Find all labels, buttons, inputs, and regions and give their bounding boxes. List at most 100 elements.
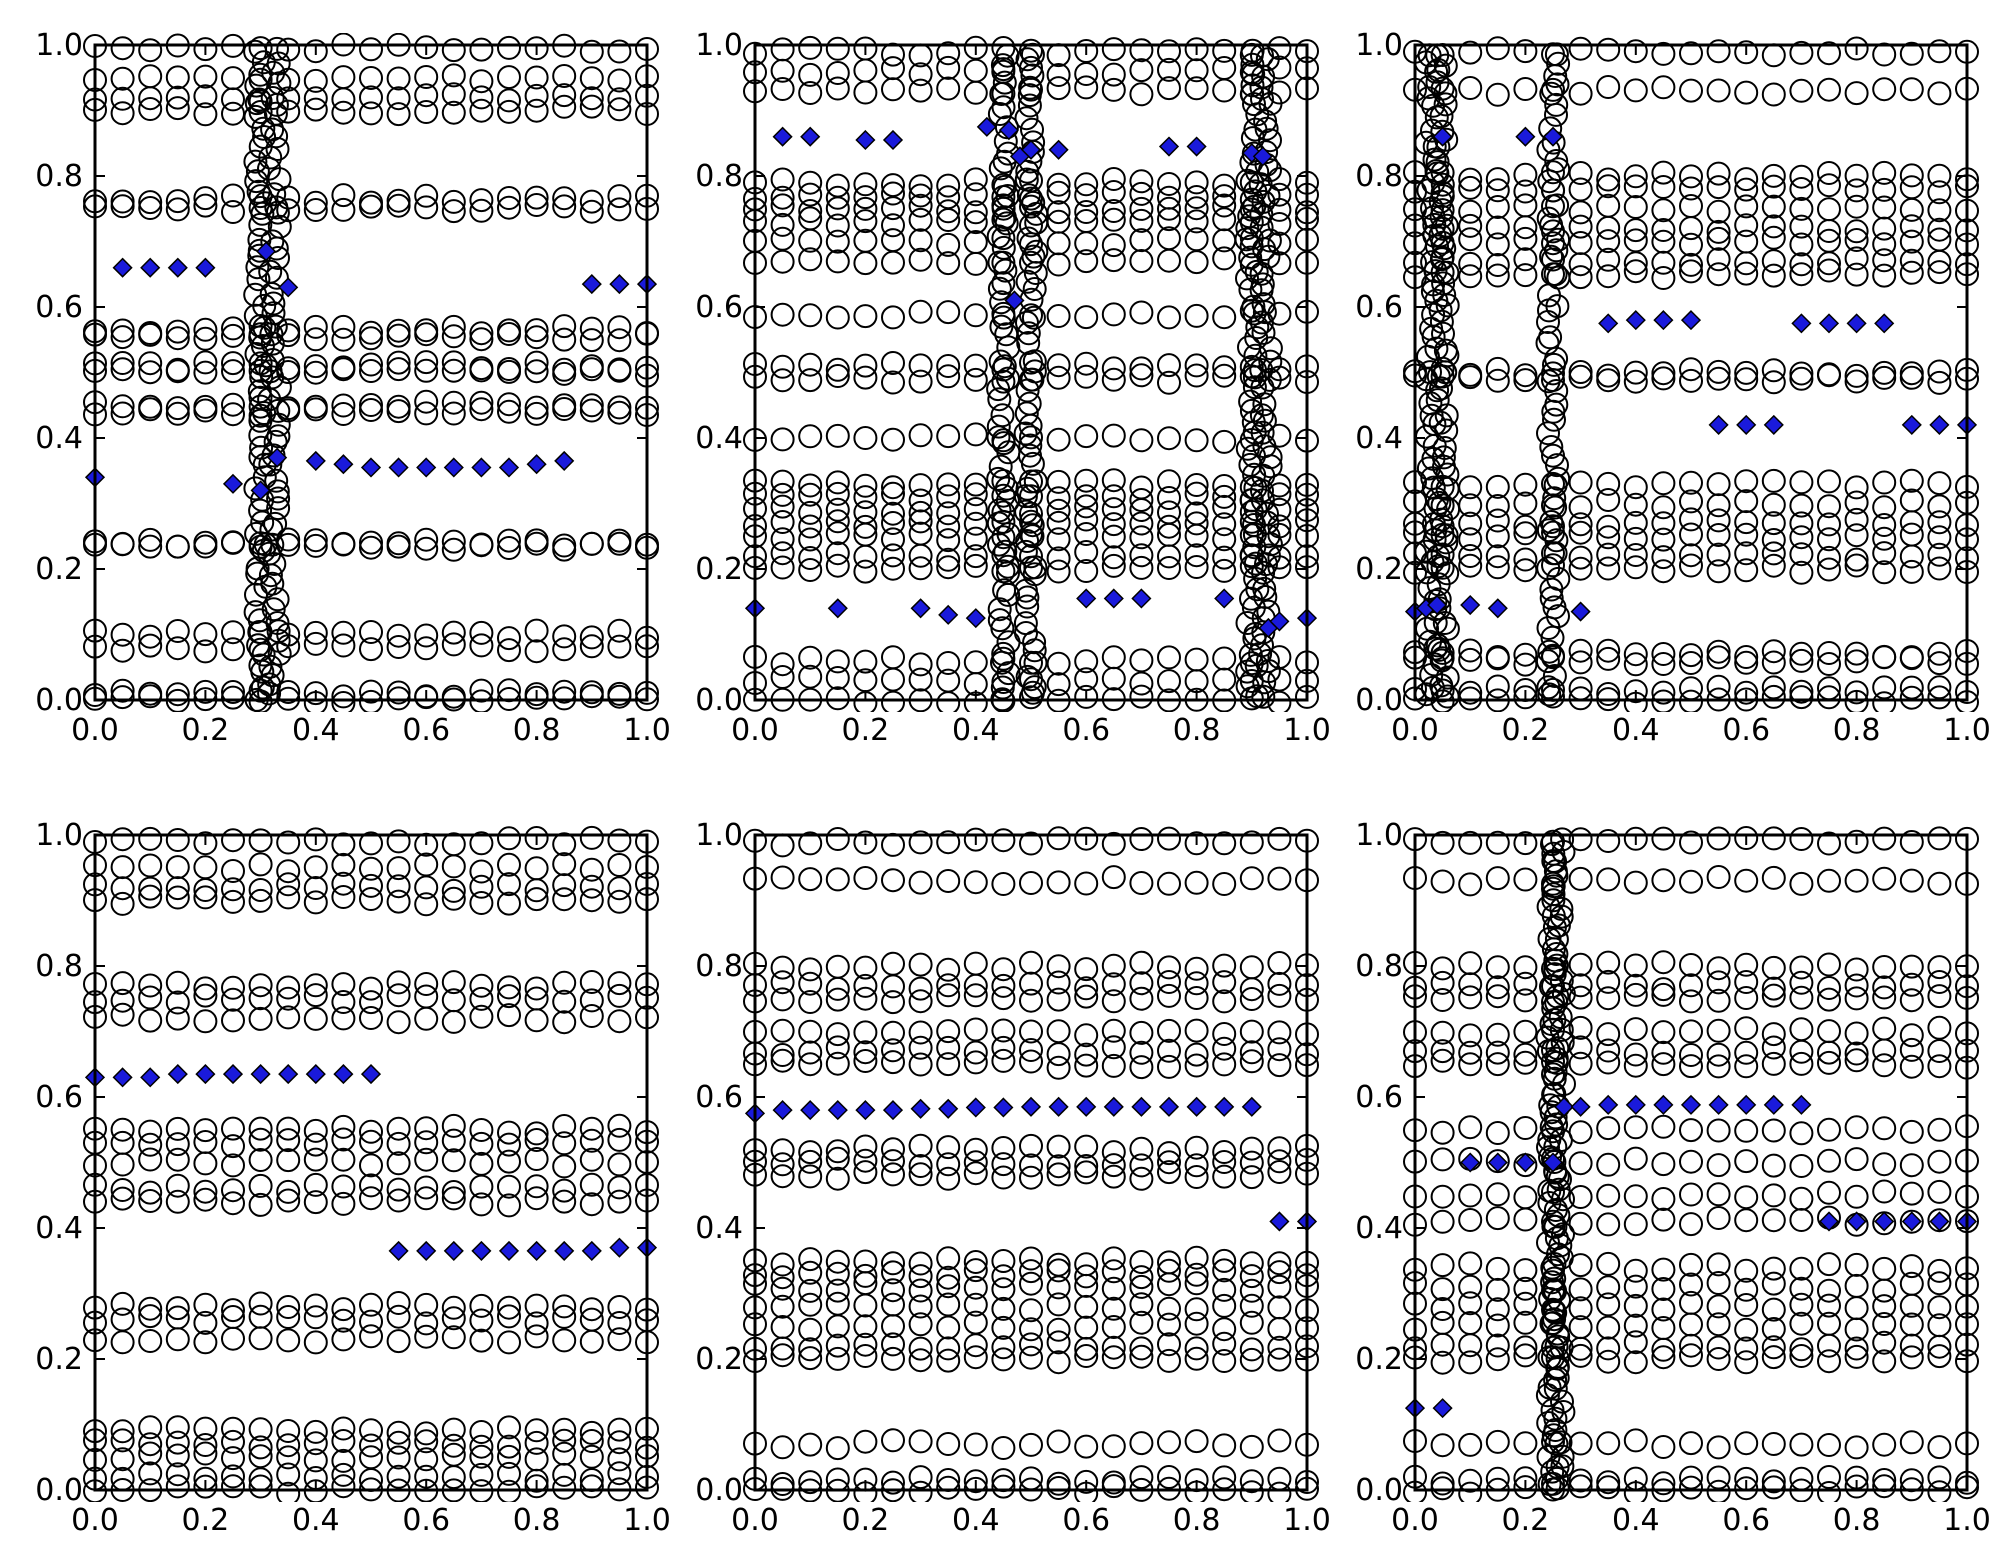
data-point-circle xyxy=(331,1429,356,1453)
data-point-circle xyxy=(1101,1276,1126,1301)
data-point-circle xyxy=(1789,525,1814,550)
data-point-circle xyxy=(579,393,604,418)
data-point-circle xyxy=(259,517,284,542)
data-point-circle xyxy=(1817,41,1841,66)
data-point-circle xyxy=(1212,545,1237,570)
data-point-circle xyxy=(1430,1120,1455,1145)
data-point-circle xyxy=(138,876,163,901)
data-point-circle xyxy=(1679,176,1703,201)
data-point-circle xyxy=(1212,1140,1237,1164)
data-point-circle xyxy=(469,98,494,123)
data-point-circle xyxy=(276,99,301,124)
data-point-circle xyxy=(1019,1153,1043,1178)
data-point-circle xyxy=(497,626,521,651)
data-point-circle xyxy=(1844,523,1869,548)
data-point-circle xyxy=(260,348,285,372)
data-point-circle xyxy=(991,986,1016,1011)
data-point-circle xyxy=(1458,985,1483,1010)
data-point-circle xyxy=(607,1152,632,1177)
data-point-circle xyxy=(331,357,356,382)
data-point-circle xyxy=(414,852,439,877)
data-point-circle xyxy=(221,889,245,914)
data-point-diamond xyxy=(1542,126,1564,147)
data-point-circle xyxy=(936,547,961,572)
data-point-circle xyxy=(1761,675,1786,700)
data-point-circle xyxy=(798,664,823,689)
data-point-circle xyxy=(1253,585,1278,609)
data-point-circle xyxy=(1927,510,1952,535)
data-point-circle xyxy=(963,35,988,60)
x-tick-label: 0.4 xyxy=(1612,1503,1660,1538)
data-point-circle xyxy=(1101,1246,1126,1271)
data-point-circle xyxy=(825,470,850,495)
data-point-circle xyxy=(193,983,218,1008)
data-point-circle xyxy=(1568,495,1593,520)
data-point-circle xyxy=(1267,1466,1292,1491)
data-point-circle xyxy=(1249,403,1274,428)
data-point-circle xyxy=(1706,366,1731,391)
data-point-circle xyxy=(1623,973,1648,998)
data-point-circle xyxy=(110,1186,135,1211)
data-point-circle xyxy=(193,102,218,127)
data-point-circle xyxy=(1545,1036,1570,1061)
data-point-circle xyxy=(1872,675,1897,700)
data-point-circle xyxy=(1015,269,1040,294)
data-point-circle xyxy=(770,354,795,379)
data-point-circle xyxy=(1267,182,1292,207)
plot-area xyxy=(83,33,659,712)
data-point-circle xyxy=(1844,1273,1869,1298)
data-point-circle xyxy=(138,1441,163,1466)
data-point-circle xyxy=(1927,1054,1952,1079)
data-point-circle xyxy=(165,1006,190,1031)
data-point-circle xyxy=(1872,1312,1897,1336)
data-point-circle xyxy=(798,1247,823,1272)
data-point-circle xyxy=(1157,248,1181,273)
data-point-circle xyxy=(1212,355,1237,380)
data-point-circle xyxy=(1568,866,1593,891)
data-point-circle xyxy=(1536,206,1561,231)
data-point-circle xyxy=(1817,258,1841,283)
data-point-circle xyxy=(579,1444,604,1469)
data-point-circle xyxy=(1872,1330,1897,1355)
data-point-circle xyxy=(1184,831,1209,856)
data-point-circle xyxy=(1258,445,1283,470)
data-point-circle xyxy=(988,349,1013,374)
data-point-circle xyxy=(1542,1150,1567,1174)
data-point-circle xyxy=(1431,271,1456,296)
data-point-circle xyxy=(579,398,604,423)
data-point-circle xyxy=(414,1421,439,1446)
data-point-circle xyxy=(1789,1017,1814,1042)
data-point-circle xyxy=(414,83,439,108)
data-point-circle xyxy=(1019,194,1043,219)
data-point-circle xyxy=(1651,652,1676,676)
data-point-circle xyxy=(1927,494,1952,519)
data-point-circle xyxy=(1623,526,1648,551)
data-point-circle xyxy=(1129,249,1154,273)
data-point-circle xyxy=(607,1189,632,1214)
data-point-circle xyxy=(1679,1118,1703,1143)
data-point-circle xyxy=(1545,193,1570,218)
data-point-circle xyxy=(1212,173,1237,198)
data-point-circle xyxy=(1679,1019,1703,1044)
data-point-circle xyxy=(497,392,521,417)
data-point-circle xyxy=(1679,1212,1703,1237)
data-point-circle xyxy=(1212,872,1237,896)
data-point-circle xyxy=(1623,870,1648,895)
data-point-circle xyxy=(110,827,135,852)
data-point-circle xyxy=(1679,259,1703,284)
data-point-circle xyxy=(1679,1312,1703,1337)
data-point-circle xyxy=(1421,475,1446,500)
data-point-circle xyxy=(1485,674,1510,699)
data-point-circle xyxy=(441,970,466,995)
data-point-circle xyxy=(798,170,823,195)
data-point-circle xyxy=(825,954,850,979)
data-point-circle xyxy=(1817,494,1841,519)
data-point-circle xyxy=(1789,827,1814,851)
data-point-circle xyxy=(1513,652,1538,677)
data-point-circle xyxy=(1844,1184,1869,1209)
data-point-circle xyxy=(303,1305,328,1330)
data-point-circle xyxy=(1458,1052,1483,1077)
data-point-circle xyxy=(261,597,286,622)
data-point-circle xyxy=(524,826,549,850)
data-point-circle xyxy=(1430,172,1455,197)
